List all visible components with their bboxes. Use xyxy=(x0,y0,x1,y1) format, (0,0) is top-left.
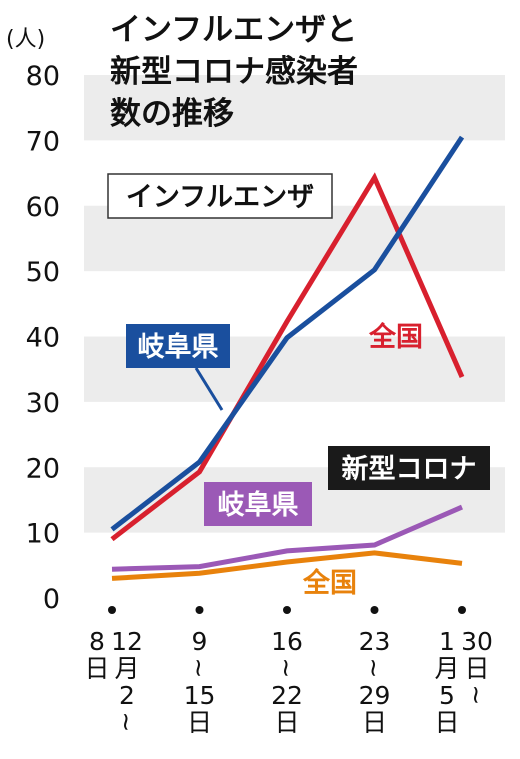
group-label-covid: 新型コロナ xyxy=(328,446,490,490)
legend-flu-gifu-text: 岐阜県 xyxy=(138,332,219,363)
x-tick-label: ~ xyxy=(272,658,301,679)
series-line xyxy=(110,172,465,542)
x-tick-label: 2 xyxy=(119,681,135,710)
chart-title-line-3: 数の推移 xyxy=(110,96,234,132)
series-line xyxy=(111,550,463,581)
y-tick-label: 40 xyxy=(26,323,60,354)
x-tick-label: ~ xyxy=(185,658,214,679)
legend-covid-gifu-text: 岐阜県 xyxy=(218,490,299,521)
series-lines xyxy=(110,135,465,581)
chart-title-line-1: インフルエンザと xyxy=(110,12,357,48)
x-tick-label: 日 xyxy=(187,708,212,737)
group-label-influenza-text: インフルエンザ xyxy=(126,182,314,213)
x-tick-label: 30 xyxy=(461,627,493,656)
x-tick-label: 16 xyxy=(271,627,303,656)
series-line xyxy=(111,504,463,572)
y-tick-label: 30 xyxy=(26,388,60,419)
legend-flu-national-text: 全国 xyxy=(368,321,423,353)
group-label-influenza-box xyxy=(107,173,333,219)
x-tick-label: 12 xyxy=(111,627,143,656)
group-label-influenza: インフルエンザ xyxy=(107,173,333,219)
x-tick-dot xyxy=(108,606,116,614)
x-tick-label: 日 xyxy=(464,654,489,683)
group-label-covid-text: 新型コロナ xyxy=(342,453,477,485)
y-tick-label: 70 xyxy=(26,126,60,157)
x-tick-label: 8 xyxy=(89,627,105,656)
x-tick-dot xyxy=(195,606,204,614)
legend-covid-national-text: 全国 xyxy=(302,567,357,599)
x-tick-label: ~ xyxy=(360,658,389,679)
x-tick-label: 月 xyxy=(434,654,459,683)
legend-flu-gifu-pointer xyxy=(194,367,224,411)
x-tick-label: 22 xyxy=(271,681,303,710)
y-axis-unit-label: (人) xyxy=(6,27,45,52)
y-tick-label: 10 xyxy=(26,519,60,550)
x-tick-label: 月 xyxy=(114,654,139,683)
x-tick-label: 日 xyxy=(274,708,299,737)
x-tick-label: ~ xyxy=(462,685,491,706)
y-tick-label: 0 xyxy=(43,584,60,615)
legend-covid-gifu-box xyxy=(204,482,312,526)
x-tick-label: 5 xyxy=(439,681,455,710)
x-tick-label: 日 xyxy=(84,654,109,683)
x-tick-label: 15 xyxy=(184,681,216,710)
x-tick-label: 日 xyxy=(434,708,459,737)
group-label-covid-box xyxy=(328,446,490,490)
y-tick-label: 50 xyxy=(26,257,60,288)
y-tick-label: 20 xyxy=(26,453,60,484)
y-tick-label: 60 xyxy=(26,192,60,223)
x-tick-label: 29 xyxy=(359,681,391,710)
x-tick-label: 日 xyxy=(362,708,387,737)
chart-title-line-2: 新型コロナ感染者 xyxy=(110,54,358,90)
x-tick-dot xyxy=(458,606,466,614)
x-tick-label: ~ xyxy=(112,712,141,733)
series-line xyxy=(110,135,465,532)
x-tick-label: 1 xyxy=(439,627,455,656)
grid-band xyxy=(84,75,505,141)
legend-flu-gifu-box xyxy=(126,324,230,368)
x-tick-dot xyxy=(370,606,379,614)
x-tick-label: 23 xyxy=(359,627,391,656)
legend-flu-gifu: 岐阜県 xyxy=(126,324,230,411)
x-tick-label: 9 xyxy=(192,627,208,656)
x-tick-dot xyxy=(283,606,291,614)
y-axis-ticks: 0 10 20 30 40 50 60 70 80 xyxy=(26,61,60,615)
legend-covid-gifu: 岐阜県 xyxy=(204,482,312,526)
y-tick-label: 80 xyxy=(26,61,60,92)
